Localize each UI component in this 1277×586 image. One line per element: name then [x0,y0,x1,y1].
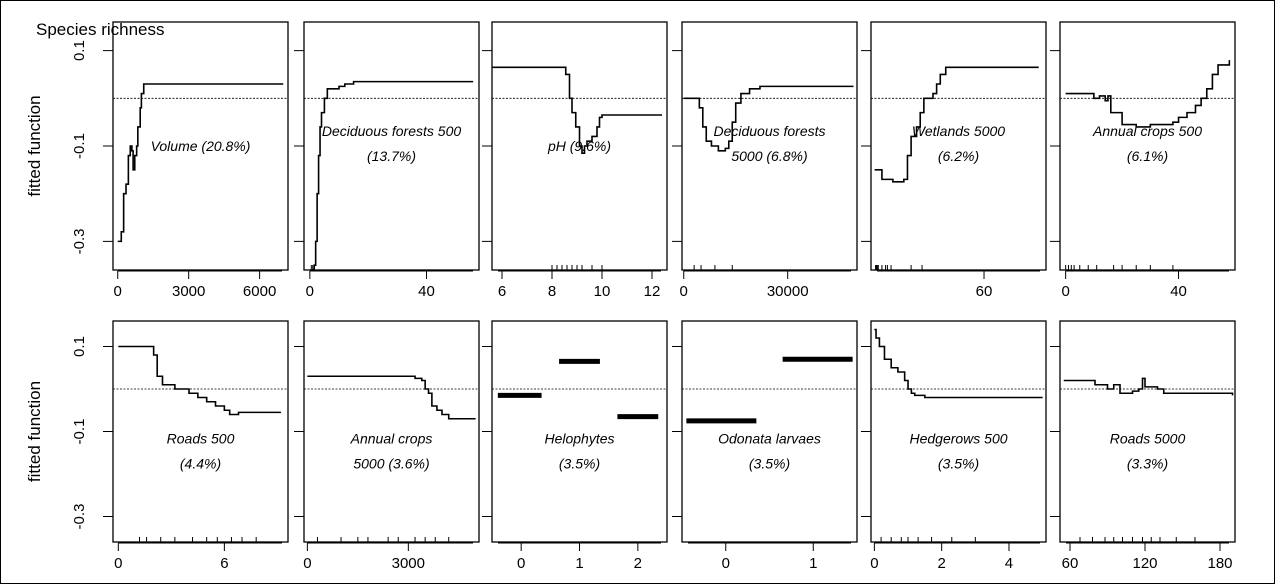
y-tick-label: -0.1 [71,133,88,159]
x-tick-label: 12 [644,283,661,300]
panel-label: (13.7%) [367,148,416,164]
y-tick-label: -0.3 [71,228,88,254]
fitted-line [683,85,854,152]
panel-frame [870,21,1047,271]
panel-label: Annual crops [350,431,433,447]
x-tick-label: 6 [498,283,506,300]
x-tick-label: 180 [1207,555,1232,572]
x-tick-label: 0 [722,555,730,572]
x-tick-label: 6000 [243,283,276,300]
panel-label: (6.1%) [1127,148,1168,164]
panel-label: pH (9.6%) [547,138,611,154]
y-tick-label: 0.1 [71,336,88,357]
fitted-line [1065,60,1231,128]
fitted-line [117,83,284,243]
fitted-line [1063,377,1234,396]
panel-label: (3.3%) [1127,456,1168,472]
x-tick-label: 60 [976,283,993,300]
x-tick-label: 30000 [767,283,809,300]
panel-label: 5000 (3.6%) [353,456,429,472]
fitted-line [118,345,281,416]
fitted-line [874,328,1043,399]
fitted-line [874,66,1039,183]
x-tick-label: 2 [938,555,946,572]
x-tick-label: 1 [809,555,817,572]
x-tick-label: 8 [548,283,556,300]
panel-label: (3.5%) [559,456,600,472]
x-tick-label: 3000 [392,555,425,572]
x-tick-label: 60 [1062,555,1079,572]
x-tick-label: 6 [220,555,228,572]
panel-label: Odonata larvaes [718,431,821,447]
panel-frame [1059,21,1236,271]
x-tick-label: 2 [634,555,642,572]
y-tick-label: -0.3 [71,504,88,530]
x-tick-label: 0 [114,555,122,572]
x-tick-label: 40 [1170,283,1187,300]
panel-label: (6.2%) [938,148,979,164]
x-tick-label: 120 [1132,555,1157,572]
x-tick-label: 0 [870,555,878,572]
panel-label: Roads 5000 [1110,431,1186,447]
panel-label: Hedgerows 500 [909,431,1007,447]
x-tick-label: 10 [594,283,611,300]
panel-label: Volume (20.8%) [151,138,251,154]
panel-label: (4.4%) [180,456,221,472]
panel-label: Helophytes [544,431,614,447]
x-tick-label: 3000 [172,283,205,300]
panel-frame [303,21,480,271]
x-tick-label: 0 [680,283,688,300]
panel-label: Wetlands 5000 [912,123,1005,139]
panel-label: Deciduous forests 500 [322,123,462,139]
y-tick-label: -0.1 [71,419,88,445]
x-tick-label: 0 [306,283,314,300]
x-tick-label: 1 [575,555,583,572]
panel-label: (3.5%) [938,456,979,472]
panel-label: Deciduous forests [713,123,825,139]
fitted-line [309,80,474,271]
x-tick-label: 4 [1005,555,1013,572]
chart-title: Species richness [36,20,165,39]
fitted-line [307,375,476,420]
y-tick-label: 0.1 [71,40,88,61]
x-tick-label: 0 [517,555,525,572]
panel-frame [681,21,858,271]
panel-label: (3.5%) [749,456,790,472]
panel-label: Annual crops 500 [1092,123,1202,139]
panel-label: Roads 500 [167,431,235,447]
fitted-line [492,66,662,154]
x-tick-label: 0 [303,555,311,572]
y-axis-label: fitted function [25,381,44,482]
x-tick-label: 0 [1061,283,1069,300]
y-axis-label: fitted function [25,95,44,196]
x-tick-label: 0 [114,283,122,300]
x-tick-label: 40 [418,283,435,300]
panel-label: 5000 (6.8%) [731,148,807,164]
